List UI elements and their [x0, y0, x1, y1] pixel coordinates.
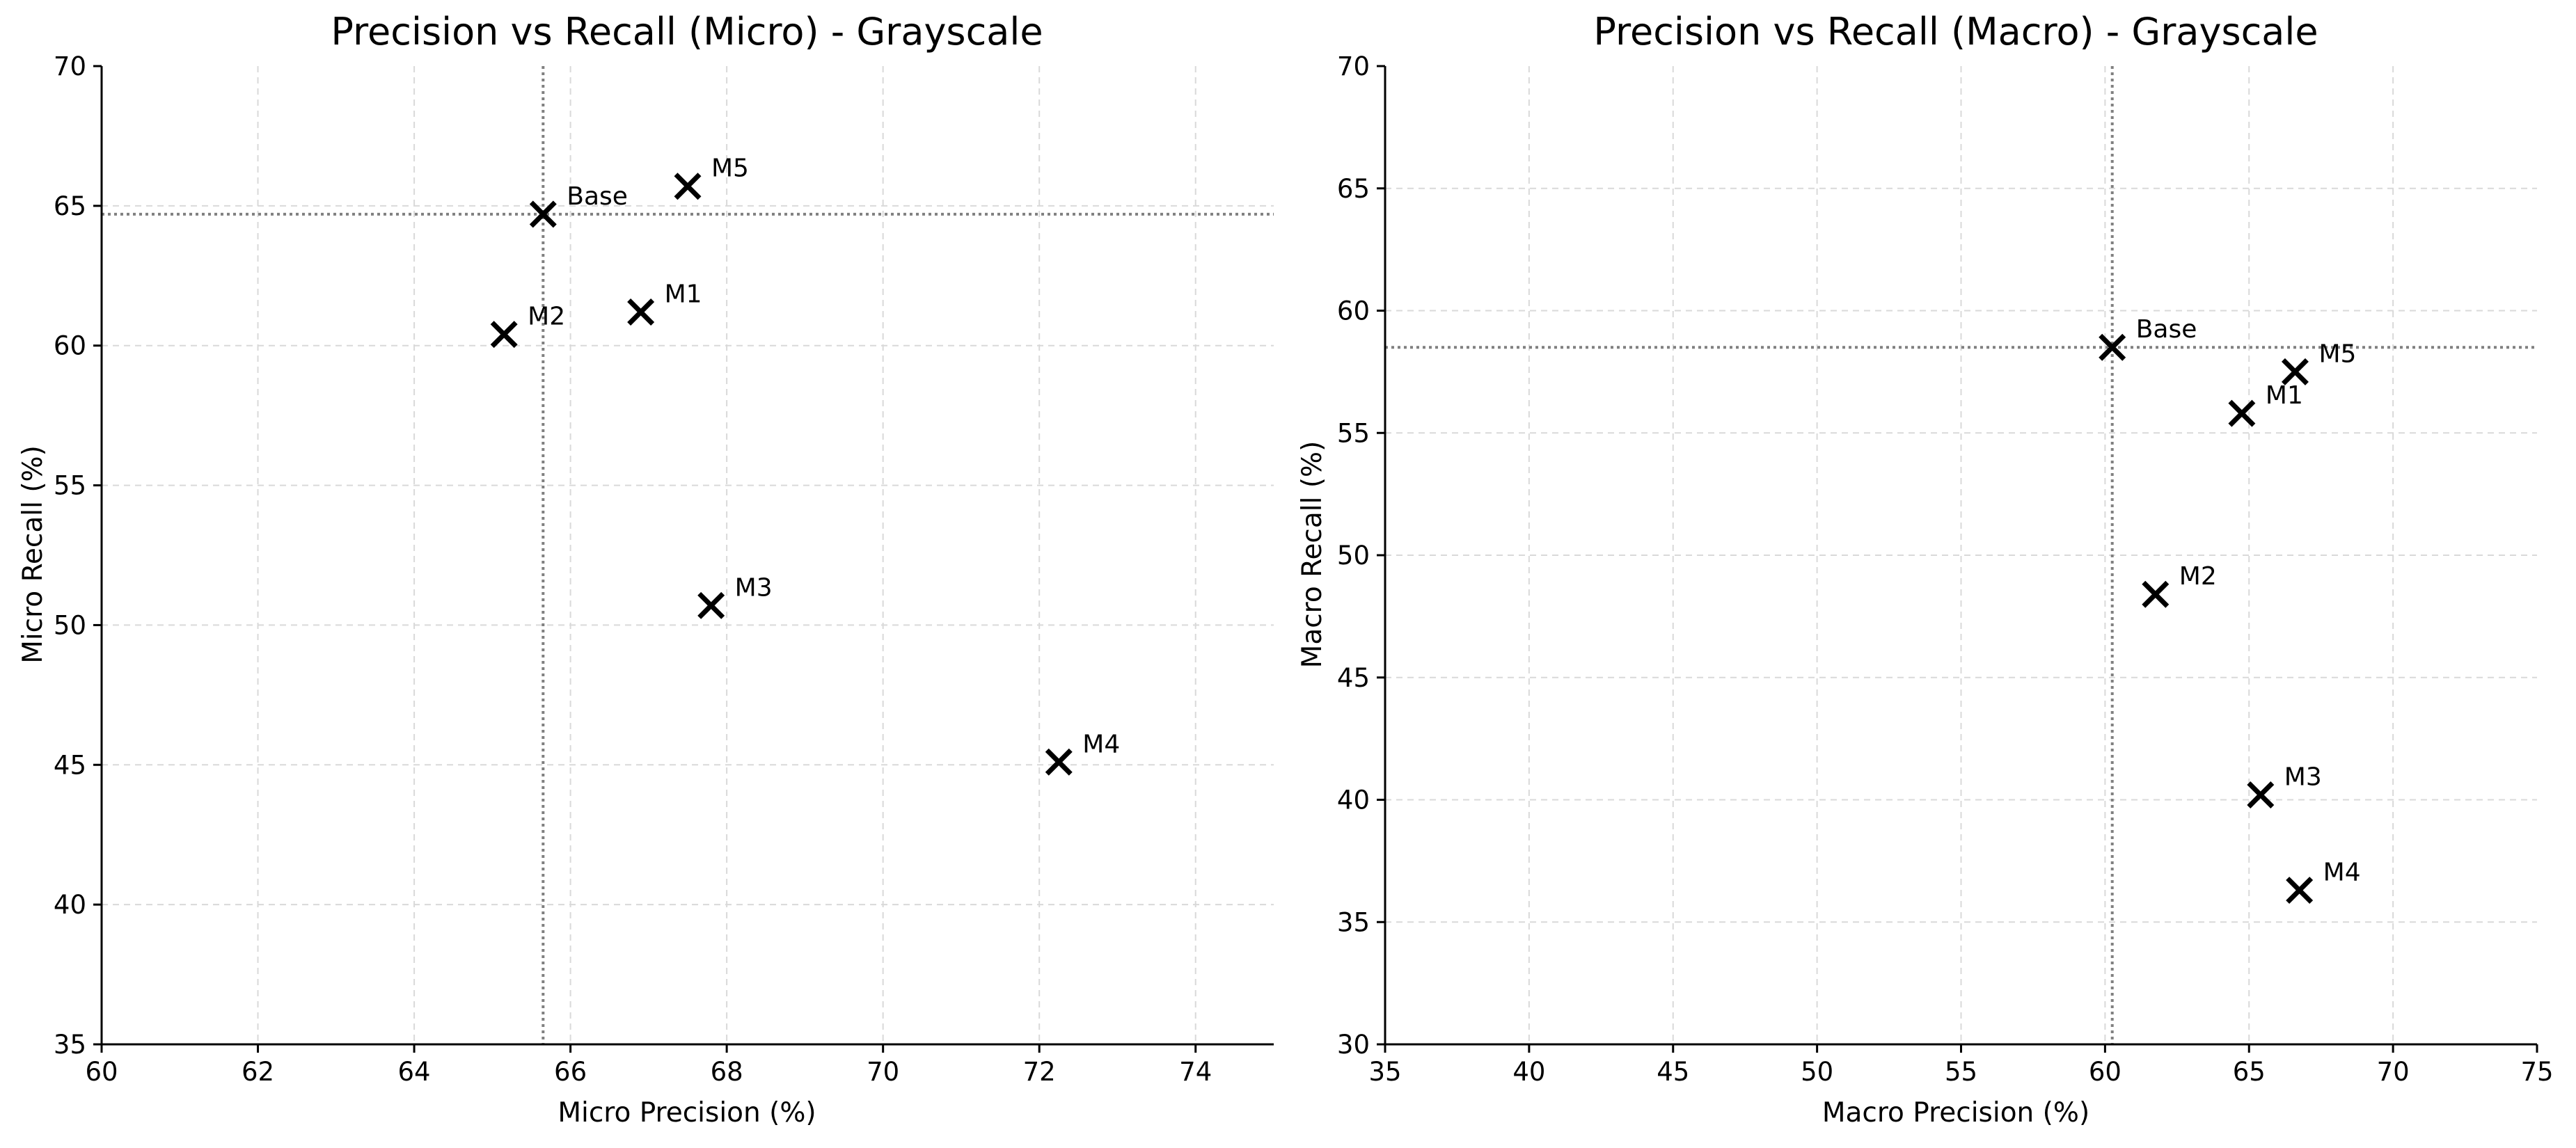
x-tick-label: 60 — [2089, 1057, 2121, 1087]
x-tick-label: 70 — [867, 1057, 899, 1087]
chart-title: Precision vs Recall (Micro) - Grayscale — [331, 10, 1043, 54]
y-tick-label: 60 — [1337, 296, 1370, 326]
y-tick-label: 40 — [1337, 786, 1370, 815]
point-base-label: Base — [2136, 315, 2197, 344]
gridlines — [102, 66, 1274, 1044]
y-tick-label: 35 — [54, 1030, 86, 1060]
point-m3-marker — [2247, 781, 2275, 808]
x-tick-label: 40 — [1512, 1057, 1545, 1087]
x-axis-label: Micro Precision (%) — [558, 1097, 816, 1129]
x-tick-label: 64 — [398, 1057, 431, 1087]
point-m3-label: M3 — [735, 573, 773, 602]
point-m1-marker — [2228, 399, 2256, 427]
chart-title: Precision vs Recall (Macro) - Grayscale — [1593, 10, 2318, 54]
x-tick-label: 74 — [1179, 1057, 1212, 1087]
x-tick-label: 60 — [85, 1057, 118, 1087]
point-m5-label: M5 — [711, 154, 749, 183]
point-m4-label: M4 — [2323, 859, 2361, 887]
y-tick-label: 50 — [54, 610, 86, 640]
point-m5-label: M5 — [2318, 340, 2356, 368]
point-base-marker — [529, 200, 557, 228]
y-tick-label: 55 — [1337, 418, 1370, 448]
x-tick-label: 55 — [1945, 1057, 1977, 1087]
y-tick-label: 65 — [1337, 174, 1370, 204]
macro-scatter-chart: Precision vs Recall (Macro) - Grayscale … — [1297, 10, 2554, 1129]
x-tick-label: 45 — [1657, 1057, 1689, 1087]
point-base-marker — [2099, 333, 2126, 361]
x-tick-label: 66 — [554, 1057, 587, 1087]
point-m1-label: M1 — [665, 280, 702, 309]
point-m1-marker — [627, 298, 655, 326]
x-tick-label: 75 — [2520, 1057, 2553, 1087]
x-tick-label: 70 — [2377, 1057, 2410, 1087]
y-tick-label: 40 — [54, 890, 86, 920]
point-m2-label: M2 — [2179, 562, 2217, 591]
point-m1-label: M1 — [2266, 381, 2303, 410]
micro-scatter-chart: Precision vs Recall (Micro) - Grayscale … — [17, 10, 1274, 1129]
point-m4-marker — [2286, 877, 2314, 904]
point-m4-marker — [1045, 748, 1073, 776]
y-tick-label: 65 — [54, 191, 86, 221]
x-tick-label: 65 — [2233, 1057, 2266, 1087]
point-m4-label: M4 — [1082, 730, 1120, 758]
point-m3-marker — [697, 591, 725, 619]
y-tick-label: 45 — [1337, 663, 1370, 693]
x-tick-label: 35 — [1368, 1057, 1401, 1087]
y-tick-label: 70 — [1337, 51, 1370, 81]
x-tick-label: 62 — [242, 1057, 274, 1087]
point-m2-label: M2 — [528, 303, 565, 331]
point-m5-marker — [674, 173, 702, 200]
point-m3-label: M3 — [2284, 763, 2322, 791]
y-tick-label: 45 — [54, 750, 86, 780]
y-axis-label: Micro Recall (%) — [17, 445, 49, 664]
point-m2-marker — [490, 321, 518, 349]
x-tick-label: 72 — [1023, 1057, 1056, 1087]
gridlines — [1385, 66, 2537, 1044]
x-tick-label: 50 — [1801, 1057, 1833, 1087]
point-m5-marker — [2281, 358, 2309, 385]
y-tick-label: 55 — [54, 471, 86, 501]
y-tick-label: 35 — [1337, 907, 1370, 937]
point-m2-marker — [2142, 580, 2170, 608]
y-tick-label: 70 — [54, 51, 86, 81]
x-axis-label: Macro Precision (%) — [1822, 1097, 2089, 1129]
y-tick-label: 50 — [1337, 541, 1370, 571]
point-base-label: Base — [567, 182, 628, 211]
y-tick-label: 30 — [1337, 1030, 1370, 1060]
y-tick-label: 60 — [54, 331, 86, 361]
y-axis-label: Macro Recall (%) — [1297, 441, 1328, 669]
x-tick-label: 68 — [711, 1057, 743, 1087]
